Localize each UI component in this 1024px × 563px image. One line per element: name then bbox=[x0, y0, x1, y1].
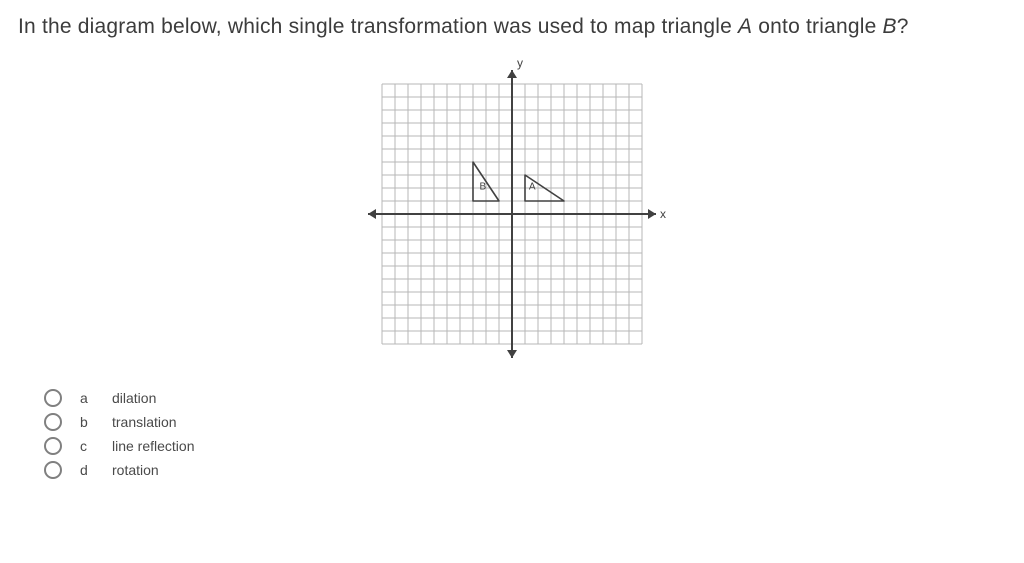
option-key-a: a bbox=[80, 390, 94, 406]
svg-text:A: A bbox=[529, 182, 536, 193]
question-text: In the diagram below, which single trans… bbox=[18, 12, 1006, 41]
diagram-container: y x A B bbox=[18, 59, 1006, 369]
option-key-b: b bbox=[80, 414, 94, 430]
option-b[interactable]: b translation bbox=[44, 413, 1006, 431]
answer-options: a dilation b translation c line reflecti… bbox=[18, 389, 1006, 479]
option-key-d: d bbox=[80, 462, 94, 478]
svg-text:B: B bbox=[480, 182, 487, 193]
question-sym-a: A bbox=[738, 15, 752, 38]
option-a[interactable]: a dilation bbox=[44, 389, 1006, 407]
question-sym-b: B bbox=[883, 15, 897, 38]
question-pre: In the diagram below, which single trans… bbox=[18, 15, 738, 38]
option-label-b: translation bbox=[112, 414, 177, 430]
question-post: ? bbox=[897, 15, 909, 38]
option-c[interactable]: c line reflection bbox=[44, 437, 1006, 455]
radio-c[interactable] bbox=[44, 437, 62, 455]
svg-text:x: x bbox=[660, 207, 666, 221]
option-label-c: line reflection bbox=[112, 438, 195, 454]
option-label-a: dilation bbox=[112, 390, 156, 406]
option-label-d: rotation bbox=[112, 462, 159, 478]
radio-d[interactable] bbox=[44, 461, 62, 479]
svg-text:y: y bbox=[517, 59, 523, 70]
grid-svg: y x A B bbox=[357, 59, 667, 369]
radio-a[interactable] bbox=[44, 389, 62, 407]
option-d[interactable]: d rotation bbox=[44, 461, 1006, 479]
coordinate-diagram: y x A B bbox=[357, 59, 667, 369]
option-key-c: c bbox=[80, 438, 94, 454]
question-mid: onto triangle bbox=[752, 15, 882, 38]
radio-b[interactable] bbox=[44, 413, 62, 431]
